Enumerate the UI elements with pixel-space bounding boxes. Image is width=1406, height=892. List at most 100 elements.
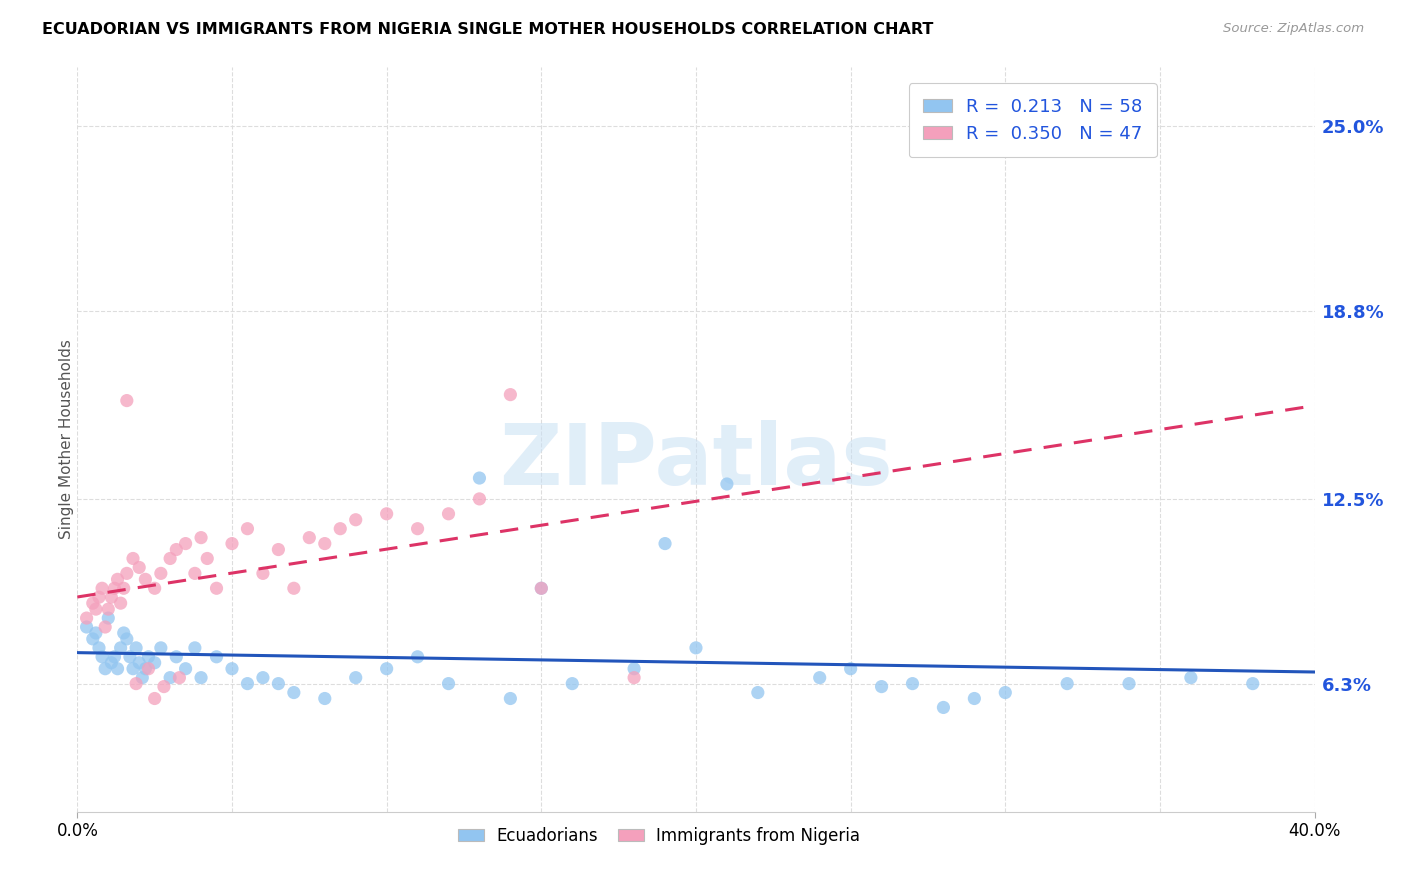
Point bbox=[107, 662, 129, 676]
Point bbox=[437, 676, 460, 690]
Point bbox=[329, 522, 352, 536]
Point bbox=[1241, 676, 1264, 690]
Point bbox=[143, 656, 166, 670]
Point bbox=[110, 596, 132, 610]
Point bbox=[149, 566, 172, 581]
Point bbox=[76, 611, 98, 625]
Point bbox=[174, 662, 197, 676]
Point bbox=[115, 393, 138, 408]
Point bbox=[267, 676, 290, 690]
Point bbox=[654, 536, 676, 550]
Point bbox=[128, 656, 150, 670]
Point bbox=[143, 691, 166, 706]
Point bbox=[236, 676, 259, 690]
Point bbox=[82, 632, 104, 646]
Point bbox=[221, 536, 243, 550]
Point bbox=[97, 611, 120, 625]
Point bbox=[236, 522, 259, 536]
Point bbox=[97, 602, 120, 616]
Point bbox=[82, 596, 104, 610]
Point bbox=[94, 662, 117, 676]
Point bbox=[184, 640, 207, 655]
Point bbox=[125, 676, 148, 690]
Point bbox=[112, 582, 135, 596]
Point bbox=[375, 507, 398, 521]
Point bbox=[685, 640, 707, 655]
Point bbox=[184, 566, 207, 581]
Point bbox=[159, 551, 181, 566]
Point bbox=[169, 671, 191, 685]
Point bbox=[1180, 671, 1202, 685]
Text: ZIPatlas: ZIPatlas bbox=[499, 420, 893, 503]
Point bbox=[468, 491, 491, 506]
Point bbox=[115, 566, 138, 581]
Point bbox=[115, 632, 138, 646]
Point bbox=[125, 640, 148, 655]
Point bbox=[716, 477, 738, 491]
Point bbox=[159, 671, 181, 685]
Point bbox=[112, 626, 135, 640]
Point bbox=[103, 582, 125, 596]
Point bbox=[994, 685, 1017, 699]
Point bbox=[205, 582, 228, 596]
Point bbox=[91, 582, 114, 596]
Point bbox=[623, 671, 645, 685]
Point bbox=[252, 671, 274, 685]
Point bbox=[344, 513, 367, 527]
Point bbox=[138, 649, 160, 664]
Point bbox=[406, 522, 429, 536]
Y-axis label: Single Mother Households: Single Mother Households bbox=[59, 339, 73, 540]
Point bbox=[153, 680, 176, 694]
Point bbox=[530, 582, 553, 596]
Point bbox=[283, 685, 305, 699]
Point bbox=[143, 582, 166, 596]
Point bbox=[839, 662, 862, 676]
Point bbox=[107, 572, 129, 586]
Point bbox=[283, 582, 305, 596]
Point bbox=[1056, 676, 1078, 690]
Point bbox=[252, 566, 274, 581]
Point bbox=[561, 676, 583, 690]
Point bbox=[190, 671, 212, 685]
Point bbox=[174, 536, 197, 550]
Point bbox=[314, 691, 336, 706]
Point bbox=[530, 582, 553, 596]
Point bbox=[91, 649, 114, 664]
Point bbox=[100, 591, 122, 605]
Point bbox=[134, 572, 156, 586]
Text: ECUADORIAN VS IMMIGRANTS FROM NIGERIA SINGLE MOTHER HOUSEHOLDS CORRELATION CHART: ECUADORIAN VS IMMIGRANTS FROM NIGERIA SI… bbox=[42, 22, 934, 37]
Point bbox=[165, 542, 187, 557]
Point bbox=[110, 640, 132, 655]
Point bbox=[118, 649, 141, 664]
Point bbox=[499, 691, 522, 706]
Point bbox=[406, 649, 429, 664]
Point bbox=[267, 542, 290, 557]
Legend: Ecuadorians, Immigrants from Nigeria: Ecuadorians, Immigrants from Nigeria bbox=[451, 821, 866, 852]
Text: Source: ZipAtlas.com: Source: ZipAtlas.com bbox=[1223, 22, 1364, 36]
Point bbox=[76, 620, 98, 634]
Point bbox=[298, 531, 321, 545]
Point bbox=[195, 551, 218, 566]
Point bbox=[747, 685, 769, 699]
Point bbox=[84, 602, 107, 616]
Point bbox=[314, 536, 336, 550]
Point bbox=[138, 662, 160, 676]
Point bbox=[932, 700, 955, 714]
Point bbox=[100, 656, 122, 670]
Point bbox=[131, 671, 153, 685]
Point bbox=[468, 471, 491, 485]
Point bbox=[870, 680, 893, 694]
Point bbox=[122, 551, 145, 566]
Point bbox=[87, 591, 110, 605]
Point bbox=[205, 649, 228, 664]
Point bbox=[375, 662, 398, 676]
Point bbox=[808, 671, 831, 685]
Point bbox=[221, 662, 243, 676]
Point bbox=[963, 691, 986, 706]
Point bbox=[134, 662, 156, 676]
Point bbox=[128, 560, 150, 574]
Point bbox=[103, 649, 125, 664]
Point bbox=[499, 387, 522, 401]
Point bbox=[190, 531, 212, 545]
Point bbox=[623, 662, 645, 676]
